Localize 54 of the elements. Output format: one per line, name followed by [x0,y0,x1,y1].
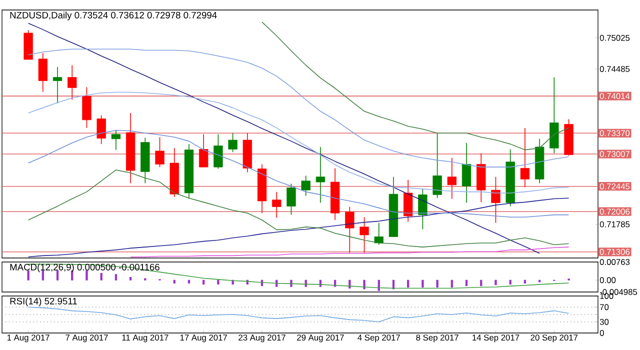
candlestick [228,132,238,153]
candlestick [418,188,428,230]
candlestick [214,134,223,170]
y-tick-label: 0.00763 [600,259,630,265]
candlestick [316,146,326,204]
chart-title: RSI(14) 52.9511 [10,298,77,306]
x-tick-label: 14 Sep 2017 [472,334,520,342]
candlestick [432,132,442,199]
candlestick [286,183,296,216]
y-tick-label: 70 [600,304,609,310]
ref-line-label: 0.73007 [600,151,630,157]
y-tick-label: 100 [600,293,614,299]
x-tick-label: 8 Sep 2017 [416,334,458,342]
candlestick [52,66,62,104]
candlestick [447,157,456,200]
x-tick-label: 7 Aug 2017 [66,334,108,342]
candlestick [82,86,92,128]
x-tick-label: 11 Aug 2017 [122,334,168,342]
y-tick-label: 0.74485 [600,66,630,72]
candlestick [111,130,121,150]
candlestick [301,175,310,196]
candlestick [68,64,77,100]
candlestick [38,52,48,92]
line-series [28,306,570,322]
ref-line-label: 0.73370 [600,130,630,136]
x-tick-label: 23 Aug 2017 [238,334,286,342]
chart-title: MACD(12,26,9) 0.000500 -0.001166 [10,264,160,272]
candlestick [96,114,106,144]
y-tick-label: 0.00 [600,277,616,284]
candlestick [491,176,500,224]
x-tick-label: 17 Aug 2017 [180,334,227,342]
y-tick-label: 30 [600,318,609,325]
candlestick [404,179,413,222]
y-tick-label: 0.71785 [600,221,630,228]
ref-line-label: 0.72445 [600,183,630,190]
candlestick [520,128,530,188]
chart-title: NZDUSD,Daily 0.73524 0.73612 0.72978 0.72994 [10,12,217,20]
x-tick-label: 29 Aug 2017 [297,334,344,342]
candlestick [374,222,384,246]
candlestick [199,134,208,168]
candlestick [360,216,369,254]
ref-line-label: 0.74014 [600,93,630,100]
ref-line-label: 0.72006 [600,208,630,215]
ref-line-label: 0.71306 [600,248,630,255]
y-tick-label: -0.004985 [600,289,638,295]
candlestick [272,191,282,218]
y-tick-label: 0 [600,330,604,336]
x-tick-label: 4 Sep 2017 [358,334,400,342]
candlestick [462,142,472,204]
candlestick [155,136,164,168]
candlestick [345,206,354,254]
x-tick-label: 1 Aug 2017 [7,334,50,342]
y-tick-label: 0.75025 [600,34,630,41]
x-tick-label: 20 Sep 2017 [530,334,578,342]
